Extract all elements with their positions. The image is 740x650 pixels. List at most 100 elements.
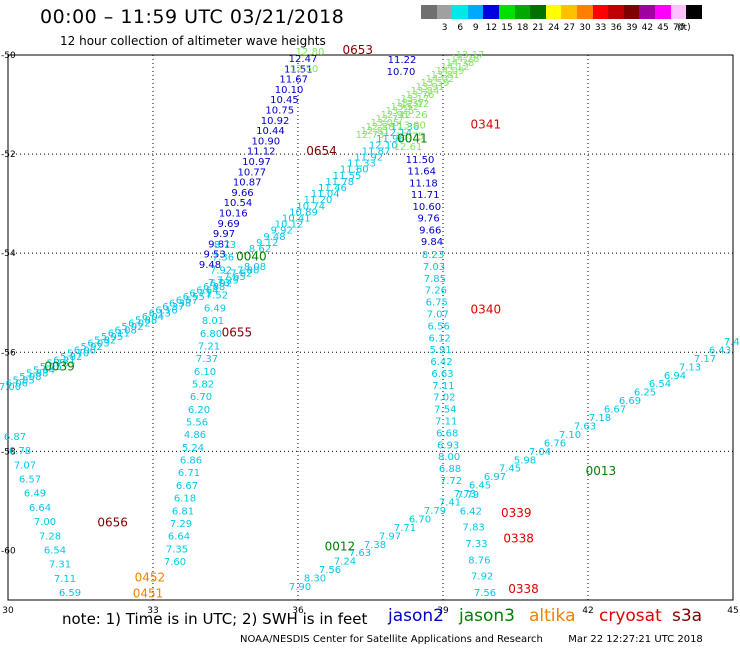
wave-height-value: 13.59 xyxy=(421,78,450,89)
wave-height-value: 8.73 xyxy=(214,240,236,251)
color-swatch xyxy=(623,5,640,19)
wave-height-value: 13.84 xyxy=(411,86,440,97)
wave-height-value: 8.62 xyxy=(249,244,271,255)
color-swatch xyxy=(639,5,655,19)
wave-height-value: 13.37 xyxy=(396,98,425,109)
wave-height-value: 11.51 xyxy=(284,64,313,75)
wave-height-value: 7.18 xyxy=(589,413,611,424)
wave-height-value: 7.71 xyxy=(394,523,416,534)
wave-height-value: 9.48 xyxy=(263,232,285,243)
page-subtitle: 12 hour collection of altimeter wave hei… xyxy=(60,34,326,48)
wave-height-value: 7.02 xyxy=(433,393,455,404)
wave-height-value: 9.66 xyxy=(231,188,253,199)
wave-height-value: 7.00 xyxy=(0,382,21,393)
lon-tick-label: 39 xyxy=(437,606,449,616)
wave-height-value: 11.04 xyxy=(311,189,340,200)
wave-height-value: 10.87 xyxy=(233,178,262,189)
wave-height-value: 8.01 xyxy=(202,316,224,327)
lon-tick-label: 36 xyxy=(292,606,304,616)
wave-height-value: 6.06 xyxy=(74,345,96,356)
wave-height-value: 7.33 xyxy=(465,539,487,550)
wave-height-value: 6.25 xyxy=(634,388,656,399)
lon-tick-label: 45 xyxy=(727,606,738,616)
wave-height-value: 7.11 xyxy=(54,574,76,585)
wave-height-value: 7.28 xyxy=(39,531,61,542)
wave-height-value: 12.10 xyxy=(369,140,398,151)
pass-time-label: 0012 xyxy=(325,539,356,553)
wave-height-value: 7.62 xyxy=(230,269,252,280)
wave-height-value: 5.91 xyxy=(429,345,451,356)
wave-height-value: 6.81 xyxy=(172,506,194,517)
swatch-label: 27 xyxy=(563,23,576,33)
color-swatch xyxy=(608,5,624,19)
wave-height-value: 7.73 xyxy=(454,489,476,500)
wave-height-value: 7.03 xyxy=(423,262,445,273)
wave-height-value: 12.80 xyxy=(296,47,325,58)
wave-height-value: 13.76 xyxy=(406,90,435,101)
wave-height-value: 6.37 xyxy=(162,302,184,313)
wave-height-value: 7.36 xyxy=(212,253,234,264)
swatch-label: 9 xyxy=(472,23,479,33)
footer-credit: NOAA/NESDIS Center for Satellite Applica… xyxy=(240,634,703,645)
wave-height-value: 6.64 xyxy=(168,532,190,543)
wave-height-value: 7.29 xyxy=(170,519,192,530)
wave-height-value: 6.21 xyxy=(53,355,75,366)
wave-height-value: 6.78 xyxy=(9,446,31,457)
wave-height-value: 6.70 xyxy=(190,392,212,403)
wave-height-value: 6.11 xyxy=(108,329,130,340)
wave-height-value: 11.87 xyxy=(362,146,391,157)
wave-height-value: 10.10 xyxy=(275,85,304,96)
swatch-label: 45 xyxy=(657,23,669,33)
wave-height-value: 9.97 xyxy=(213,229,235,240)
pass-time-label: 0039 xyxy=(44,360,75,374)
wave-height-value: 8.76 xyxy=(468,555,490,566)
wave-height-value: 10.77 xyxy=(238,167,267,178)
wave-height-value: 5.82 xyxy=(94,335,116,346)
wave-height-value: 11.12 xyxy=(247,147,276,158)
wave-height-value: 6.04 xyxy=(142,312,164,323)
pass-time-label: 0656 xyxy=(97,516,128,530)
wave-height-value: 6.80 xyxy=(200,329,222,340)
pass-time-label: 0338 xyxy=(508,582,539,596)
wave-height-value: 7.35 xyxy=(166,544,188,555)
wave-height-value: 6.49 xyxy=(204,303,226,314)
wave-height-value: 6.94 xyxy=(664,371,686,382)
wave-height-value: 7.80 xyxy=(237,265,259,276)
pass-time-label: 0040 xyxy=(236,250,267,264)
wave-height-value: 6.43 xyxy=(709,345,731,356)
swatch-label: 3 xyxy=(441,23,448,33)
wave-height-value: 10.44 xyxy=(256,126,285,137)
color-swatch xyxy=(545,5,562,19)
pass-time-label: 0653 xyxy=(342,43,373,57)
wave-height-value: 6.55 xyxy=(183,292,205,303)
wave-height-value: 12.47 xyxy=(289,54,318,65)
lat-tick-label: -56 xyxy=(1,348,16,358)
wave-height-value: 7.85 xyxy=(424,274,446,285)
wave-height-value: 7.07 xyxy=(427,309,449,320)
wave-height-value: 11.46 xyxy=(318,183,347,194)
wave-height-value: 9.12 xyxy=(256,238,278,249)
color-swatch xyxy=(452,5,468,19)
wave-height-value: 6.38 xyxy=(169,299,191,310)
wave-height-value: 11.92 xyxy=(354,153,383,164)
wave-height-value: 10.45 xyxy=(270,95,299,106)
wave-height-value: 11.71 xyxy=(411,190,440,201)
wave-height-value: 12.26 xyxy=(399,110,428,121)
color-swatch xyxy=(483,5,499,19)
wave-height-value: 11.22 xyxy=(388,55,417,66)
wave-height-value: 11.33 xyxy=(347,159,376,170)
wave-height-value: 6.56 xyxy=(428,321,450,332)
wave-height-value: 6.64 xyxy=(29,503,51,514)
map-frame xyxy=(7,54,734,601)
wave-height-value: 13.81 xyxy=(431,70,460,81)
color-swatch xyxy=(514,5,531,19)
wave-height-value: 5.92 xyxy=(81,342,103,353)
wave-height-value: 10.90 xyxy=(251,136,280,147)
satellite-label-altika: altika xyxy=(529,606,576,626)
credit-text: NOAA/NESDIS Center for Satellite Applica… xyxy=(240,634,543,645)
wave-height-value: 5.56 xyxy=(186,418,208,429)
color-swatch xyxy=(655,5,671,19)
swatch-label: 6 xyxy=(457,23,464,33)
color-swatch xyxy=(499,5,515,19)
wave-height-value: 6.57 xyxy=(176,295,198,306)
